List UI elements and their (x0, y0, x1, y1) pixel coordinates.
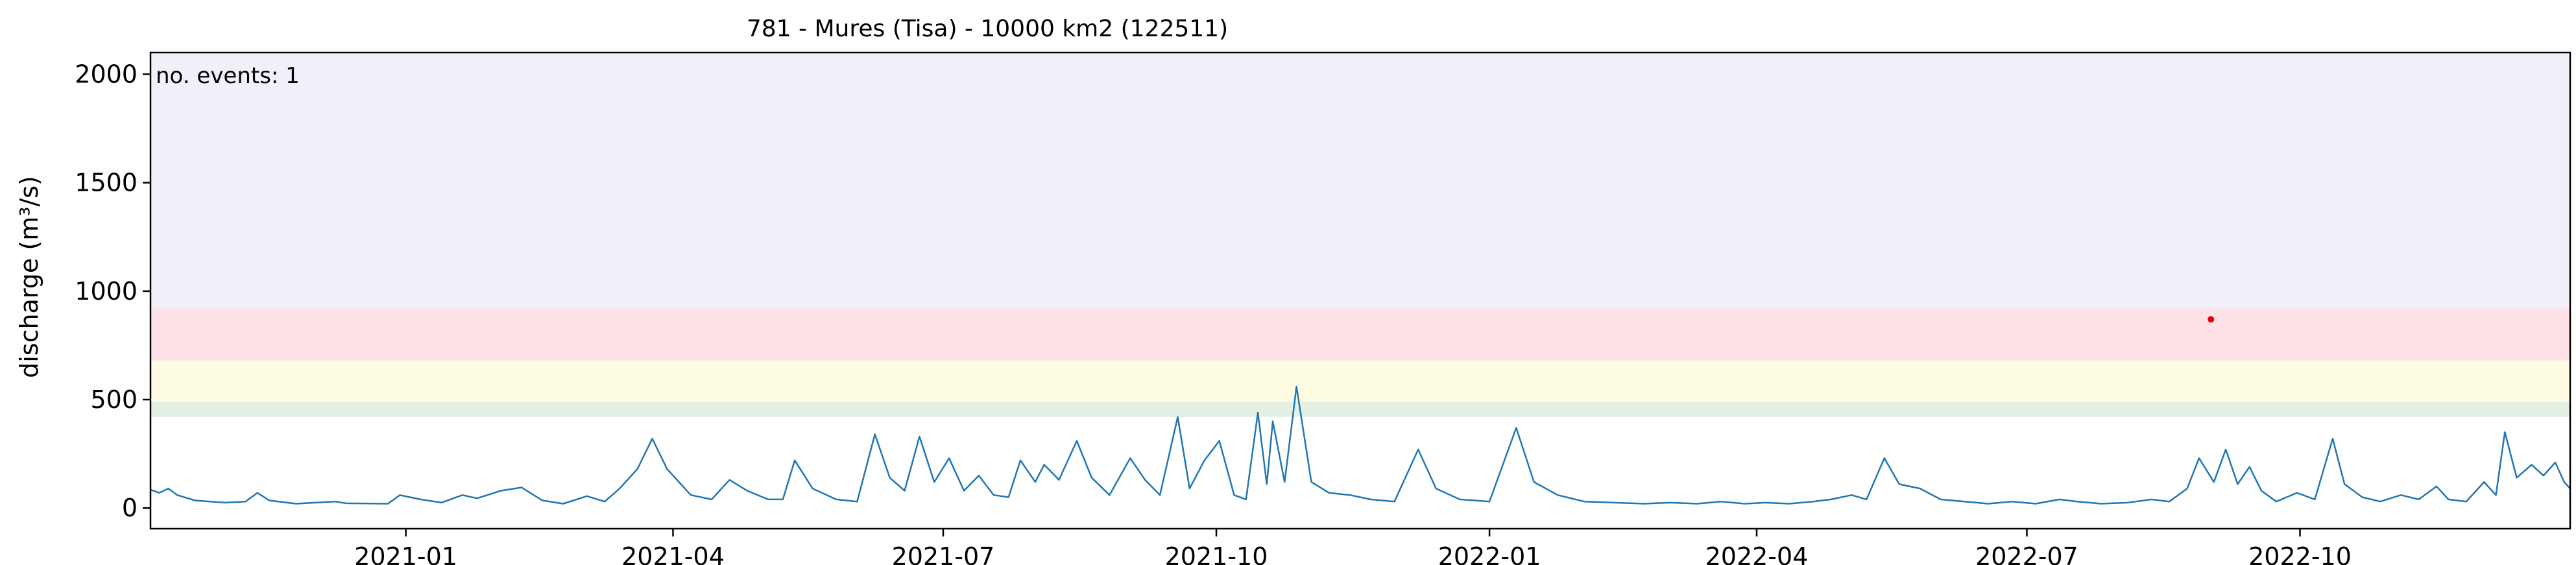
threshold-bands (150, 53, 2570, 417)
y-tick-label: 1500 (75, 169, 138, 197)
y-tick-label: 2000 (75, 60, 138, 88)
y-axis: 0 500 1000 1500 2000 (75, 60, 150, 522)
threshold-band-1 (150, 360, 2570, 402)
x-tick-label: 2022-01 (1438, 542, 1541, 565)
threshold-band-0 (150, 402, 2570, 417)
x-tick-label: 2021-07 (892, 542, 995, 565)
x-axis: 2021-01 2021-04 2021-07 2021-10 2022-01 2022-… (354, 529, 2352, 565)
y-tick-label: 500 (90, 385, 138, 414)
x-tick-label: 2022-10 (2248, 542, 2352, 565)
y-axis-label: discharge (m³/s) (15, 176, 43, 378)
x-tick-label: 2022-07 (1975, 542, 2078, 565)
events-layer (2208, 316, 2215, 323)
x-tick-label: 2021-10 (1165, 542, 1268, 565)
discharge-line-0 (150, 385, 2571, 505)
events-annotation: no. events: 1 (156, 63, 300, 89)
series-layer (150, 385, 2571, 505)
y-tick-label: 0 (122, 494, 138, 522)
x-tick-label: 2021-04 (621, 542, 725, 565)
threshold-band-3 (150, 53, 2570, 309)
event-marker-0 (2208, 316, 2215, 323)
x-tick-label: 2021-01 (354, 542, 457, 565)
y-tick-label: 1000 (75, 277, 138, 306)
x-tick-label: 2022-04 (1705, 542, 1809, 565)
threshold-band-2 (150, 308, 2570, 361)
chart-title: 781 - Mures (Tisa) - 10000 km2 (122511) (747, 16, 1228, 42)
